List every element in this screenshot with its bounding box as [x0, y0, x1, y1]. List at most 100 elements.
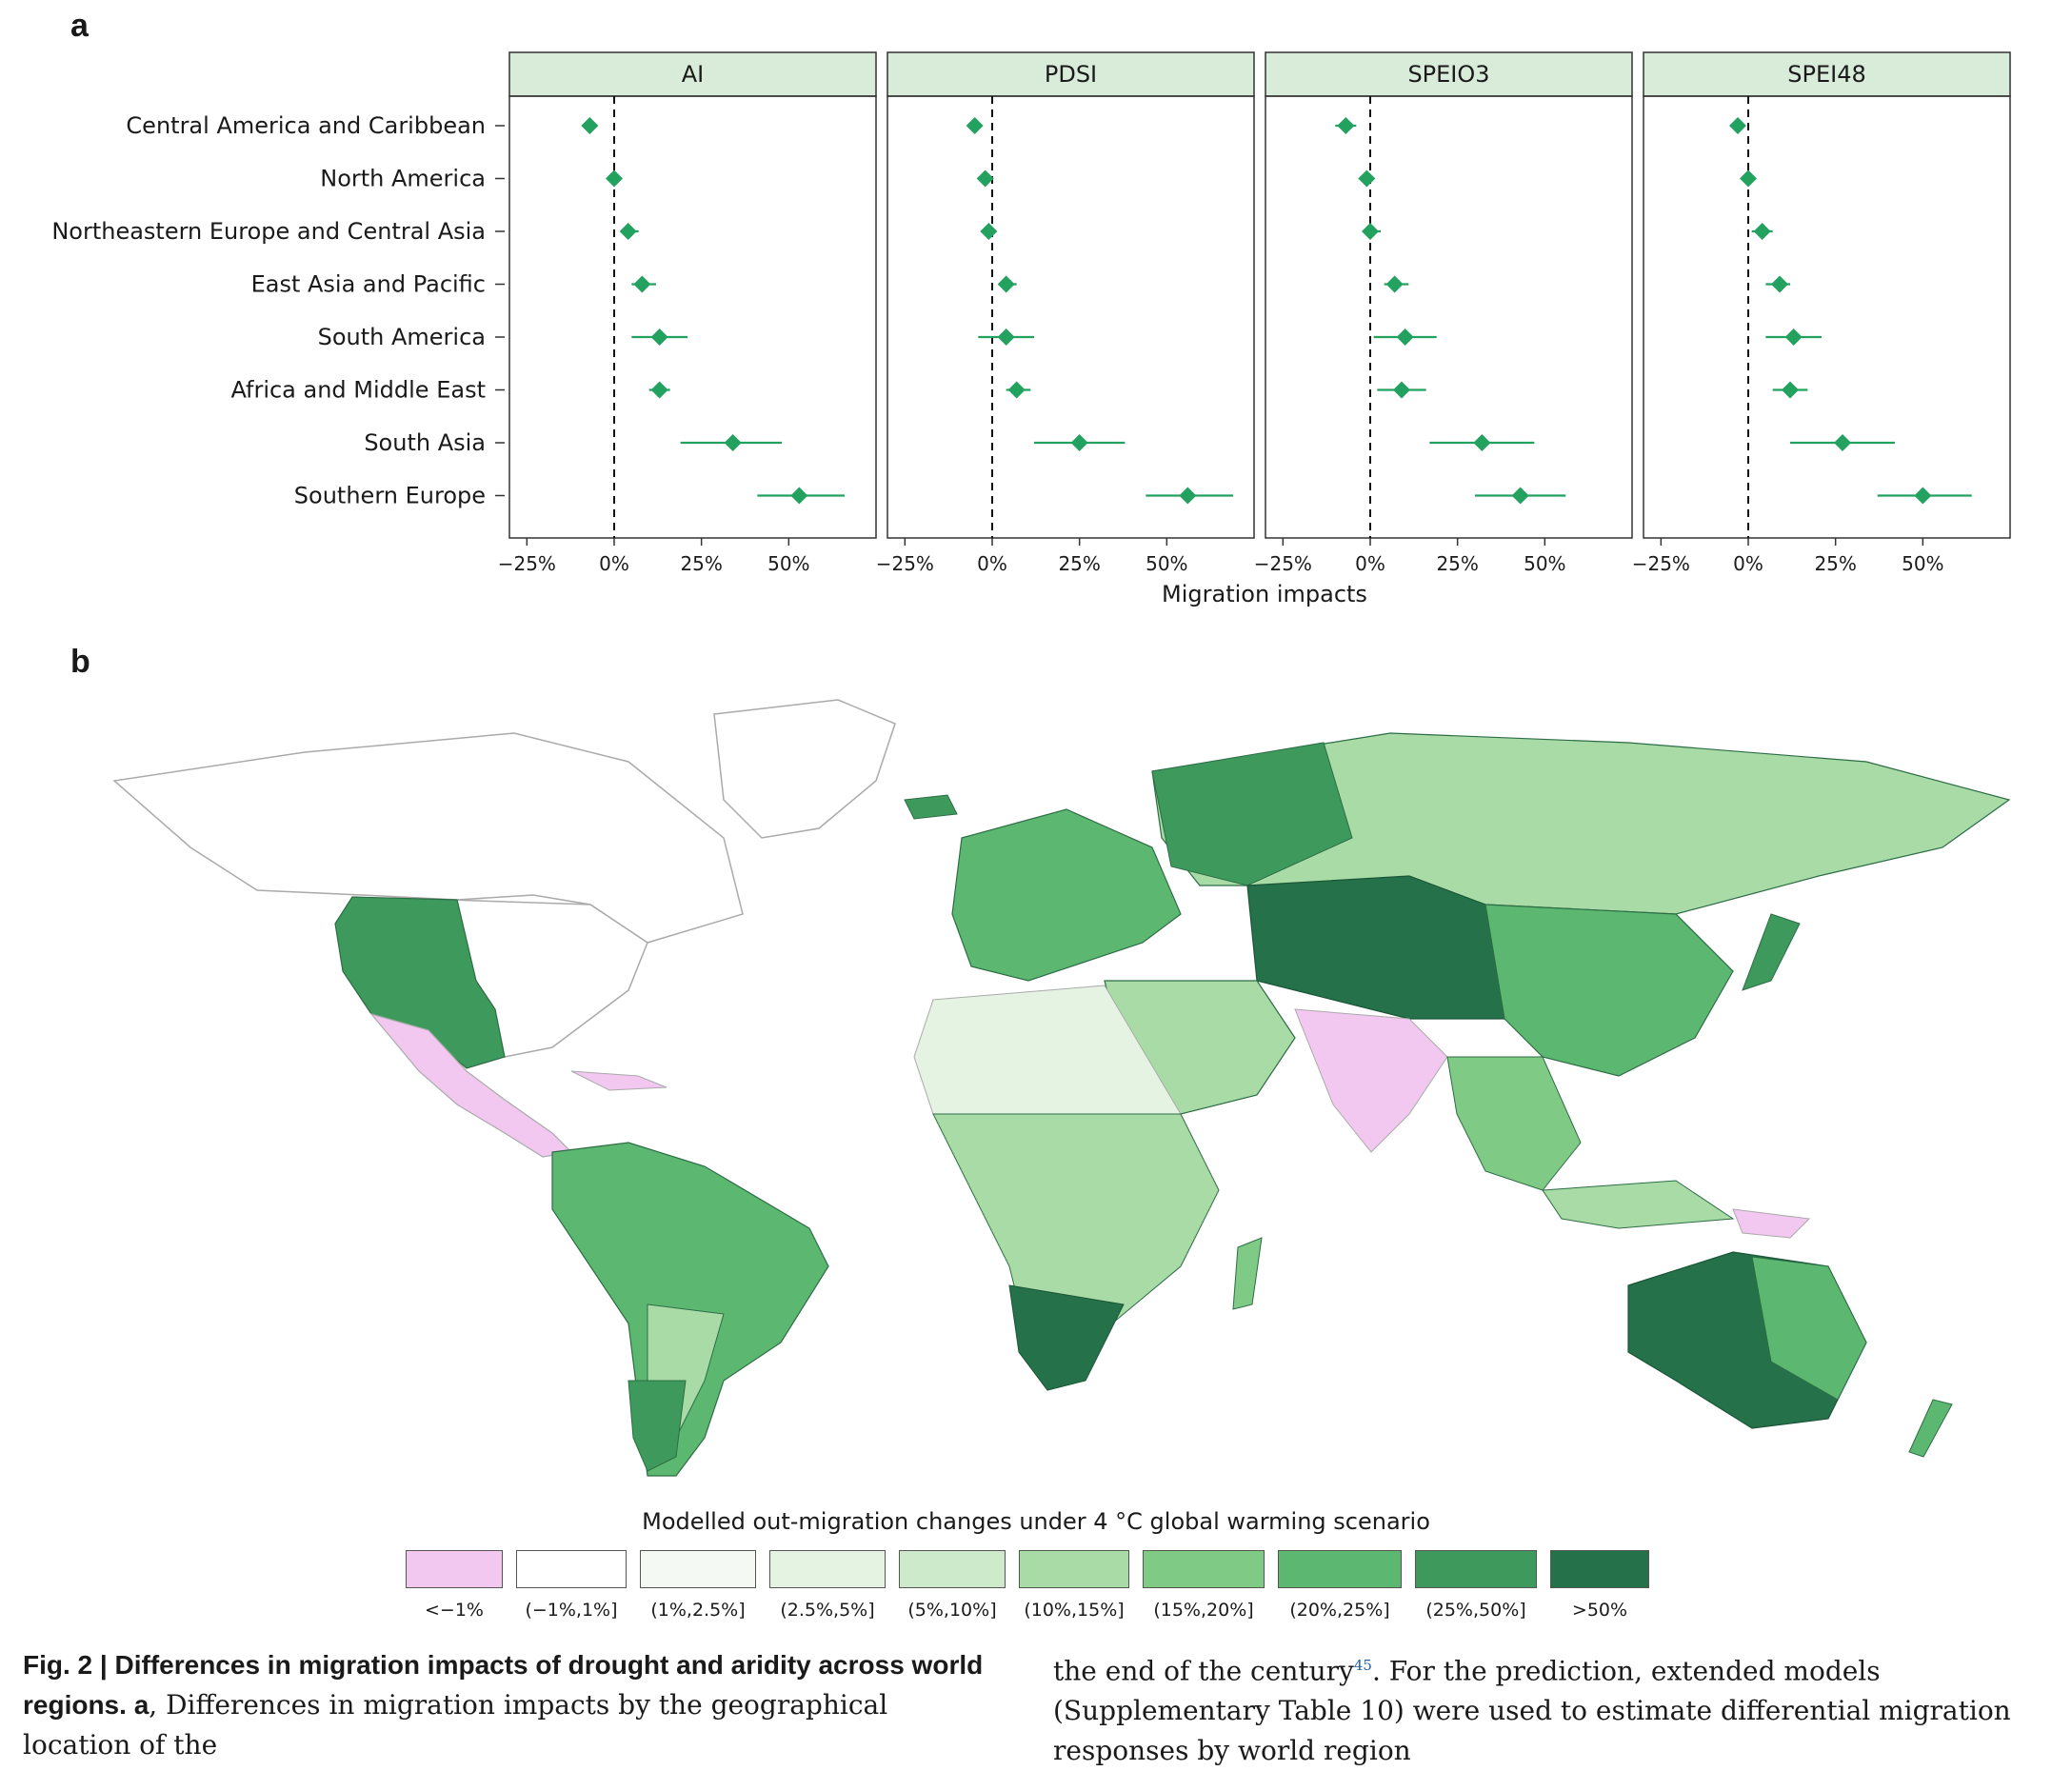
region-label: Southern Europe [294, 483, 486, 509]
legend-item: (20%,25%] [1278, 1550, 1402, 1621]
map-russia-west [1151, 742, 1353, 886]
region-label: Central America and Caribbean [126, 112, 486, 139]
point-estimate [1385, 275, 1404, 293]
legend-item: (10%,15%] [1019, 1550, 1129, 1621]
region-label: South Asia [364, 429, 486, 456]
map-australia-east [1751, 1256, 1867, 1401]
legend-swatch [899, 1550, 1006, 1588]
point-estimate [1358, 169, 1376, 188]
legend-label: (10%,15%] [1024, 1600, 1125, 1621]
point-estimate [1834, 434, 1851, 451]
x-tick-label: −25% [876, 552, 934, 575]
legend-item: (2.5%,5%] [769, 1550, 886, 1621]
legend-label: (1%,2.5%] [650, 1600, 746, 1621]
point-estimate [980, 223, 998, 240]
point-estimate [724, 434, 742, 451]
map-europe [951, 808, 1182, 982]
point-estimate [1337, 117, 1355, 134]
point-estimate [1070, 434, 1088, 451]
legend-label: (−1%,1%] [525, 1600, 618, 1621]
map-usa-west [334, 896, 506, 1069]
region-label: South America [318, 324, 486, 350]
facet-panel [887, 95, 1255, 539]
point-estimate [606, 169, 623, 188]
point-estimate [976, 169, 994, 188]
x-tick-label: 0% [599, 552, 629, 575]
point-estimate [1753, 223, 1771, 240]
point-estimate [1473, 434, 1491, 451]
point-estimate [1007, 381, 1026, 399]
legend-label: (20%,25%] [1289, 1600, 1390, 1621]
facet-panel [1643, 95, 2011, 539]
map-new-guinea [1732, 1208, 1811, 1239]
point-estimate [1396, 328, 1414, 346]
legend-swatch [1019, 1550, 1129, 1588]
facet-panel [1265, 95, 1633, 539]
legend-swatch [640, 1550, 756, 1588]
map-south-asia [1294, 1008, 1448, 1153]
x-tick-label: 0% [977, 552, 1007, 575]
map-south-america [551, 1142, 829, 1477]
map-argentina [628, 1380, 687, 1472]
region-label: Northeastern Europe and Central Asia [51, 218, 486, 245]
x-tick-label: −25% [1254, 552, 1312, 575]
x-tick-label: 0% [1355, 552, 1385, 575]
legend-label: (5%,10%] [907, 1600, 997, 1621]
legend-item: (15%,20%] [1143, 1550, 1265, 1621]
x-tick-label: 50% [767, 552, 809, 575]
legend-swatch [1415, 1550, 1537, 1588]
point-estimate [581, 117, 599, 134]
citation-link[interactable]: 45 [1353, 1657, 1372, 1674]
facet-strip [887, 51, 1255, 97]
legend-swatch [516, 1550, 627, 1588]
point-estimate [650, 381, 668, 399]
x-tick-label: 25% [680, 552, 722, 575]
facet-strip [1265, 51, 1633, 97]
point-estimate [1784, 328, 1803, 346]
map-east-asia [1484, 904, 1734, 1077]
point-estimate [997, 275, 1015, 293]
facet-title: SPEIO3 [1407, 61, 1489, 88]
map-legend-title: Modelled out-migration changes under 4 °… [642, 1508, 1430, 1535]
legend-label: (2.5%,5%] [780, 1600, 875, 1621]
legend-swatch [1143, 1550, 1265, 1588]
x-tick-label: 25% [1436, 552, 1478, 575]
figure-caption-right: the end of the century45. For the predic… [1053, 1645, 2053, 1771]
legend-swatch [406, 1550, 503, 1588]
x-tick-label: −25% [1632, 552, 1690, 575]
legend-label: (25%,50%] [1425, 1600, 1526, 1621]
x-tick-label: −25% [498, 552, 556, 575]
map-africa-south [1008, 1284, 1125, 1391]
legend-swatch [769, 1550, 886, 1588]
point-estimate [1511, 487, 1529, 505]
legend-item: >50% [1550, 1550, 1649, 1621]
caption-text-left: , Differences in migration impacts by th… [23, 1689, 888, 1761]
region-label: Africa and Middle East [230, 377, 486, 404]
legend-label: >50% [1571, 1600, 1628, 1621]
point-estimate [1729, 117, 1746, 134]
point-estimate [1740, 169, 1757, 188]
map-caribbean [570, 1070, 667, 1091]
facet-title: SPEI48 [1787, 61, 1866, 88]
map-greenland [713, 699, 896, 839]
map-legend: <−1% (−1%,1%] (1%,2.5%] (2.5%,5%] (5%,10%] (1… [406, 1550, 1649, 1621]
point-estimate [1393, 381, 1410, 399]
map-madagascar [1232, 1237, 1263, 1310]
point-estimate [633, 275, 651, 293]
legend-item: (5%,10%] [899, 1550, 1006, 1621]
panel-a-label: a [70, 8, 89, 44]
legend-swatch [1278, 1550, 1402, 1588]
point-estimate [619, 223, 637, 240]
facet-title: AI [682, 61, 705, 88]
region-label: East Asia and Pacific [251, 271, 486, 298]
world-choropleth-map [112, 699, 2011, 1477]
figure-caption-left: Fig. 2 | Differences in migration impact… [23, 1645, 1004, 1765]
map-japan [1742, 913, 1801, 991]
x-tick-label: 50% [1146, 552, 1187, 575]
legend-item: <−1% [406, 1550, 503, 1621]
point-estimate [1782, 381, 1799, 399]
forest-plot: Central America and Caribbean North Ameri… [51, 51, 2011, 607]
point-estimate [650, 328, 668, 346]
point-estimate [1362, 223, 1379, 240]
caption-text-right-1: the end of the century [1053, 1655, 1354, 1687]
